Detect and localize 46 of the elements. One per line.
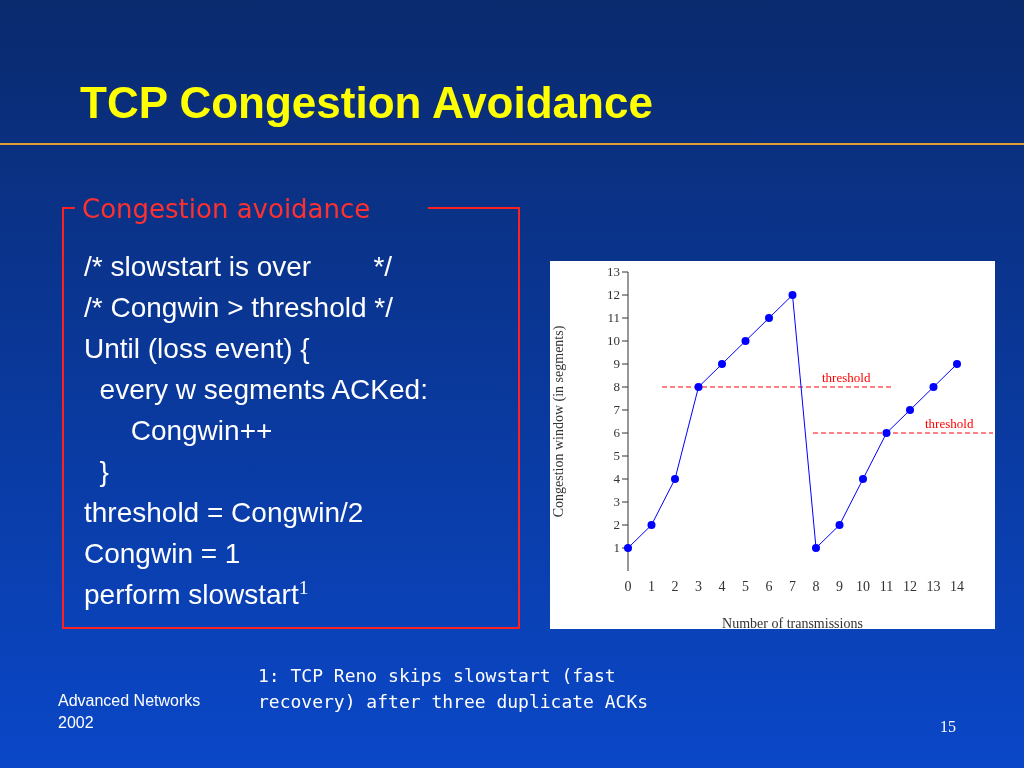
x-tick-label: 8 xyxy=(812,579,820,594)
text: every w segments ACKed: xyxy=(84,374,428,405)
y-tick-label: 3 xyxy=(613,494,620,509)
x-tick-label: 12 xyxy=(903,579,917,594)
y-tick-label: 11 xyxy=(607,310,620,325)
y-axis-title: Congestion window (in segments) xyxy=(551,325,567,518)
text: Congwin = 1 xyxy=(84,538,241,569)
text: /* slowstart is over */ xyxy=(84,251,393,282)
x-tick-label: 13 xyxy=(926,579,941,594)
text: threshold = Congwin/2 xyxy=(84,497,364,528)
x-tick-label: 0 xyxy=(624,579,632,594)
y-tick-label: 7 xyxy=(613,402,621,417)
text: Congwin++ xyxy=(84,415,273,446)
y-tick-label: 9 xyxy=(613,356,620,371)
x-tick-label: 6 xyxy=(765,579,773,594)
x-tick-label: 4 xyxy=(718,579,726,594)
text: /* Congwin > threshold */ xyxy=(84,292,394,323)
text: 15 xyxy=(940,718,956,735)
ref-line-label: threshold xyxy=(822,370,871,385)
text: Advanced Networks 2002 xyxy=(58,692,201,731)
x-tick-label: 5 xyxy=(742,579,749,594)
text: Until (loss event) { xyxy=(84,333,310,364)
y-tick-label: 10 xyxy=(607,333,620,348)
y-tick-label: 1 xyxy=(613,540,620,555)
y-tick-label: 5 xyxy=(613,448,620,463)
text: 1: TCP Reno skips slowstart (fast recovery) after three duplicate ACKs xyxy=(258,665,649,712)
y-tick-label: 13 xyxy=(607,264,620,279)
text: Congestion avoidance xyxy=(82,194,371,224)
x-tick-label: 7 xyxy=(789,579,796,594)
x-tick-label: 10 xyxy=(856,579,870,594)
ref-line-label: threshold xyxy=(925,416,974,431)
x-tick-label: 14 xyxy=(950,579,964,594)
text: } xyxy=(84,456,109,487)
x-tick-label: 3 xyxy=(695,579,702,594)
text: perform slowstart$^{1}$ xyxy=(84,576,309,610)
x-tick-label: 11 xyxy=(879,579,894,594)
x-tick-label: 1 xyxy=(648,579,655,594)
y-tick-label: 4 xyxy=(613,471,621,486)
y-tick-label: 2 xyxy=(613,517,620,532)
y-tick-label: 8 xyxy=(613,379,620,394)
chart-title: TCP Congestion Avoidance xyxy=(80,78,653,127)
x-tick-label: 9 xyxy=(836,579,843,594)
y-tick-label: 12 xyxy=(607,287,620,302)
x-tick-label: 2 xyxy=(671,579,679,594)
x-axis-title: Number of transmissions xyxy=(722,616,863,631)
y-tick-label: 6 xyxy=(613,425,621,440)
